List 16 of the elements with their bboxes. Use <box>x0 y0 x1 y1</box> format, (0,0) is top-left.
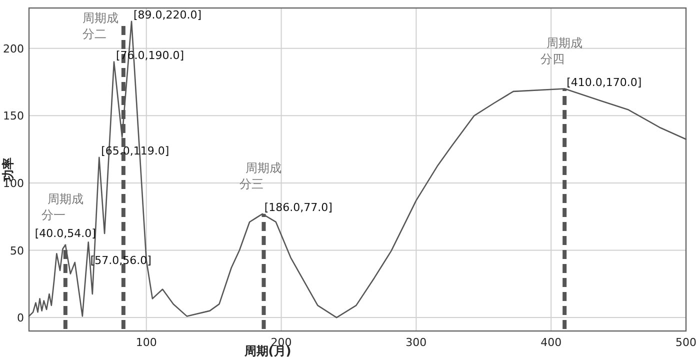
y-tick-label: 200 <box>3 42 24 56</box>
y-tick-label: 0 <box>17 312 24 325</box>
ref-label: 周期成分一 <box>41 192 84 222</box>
ref-label: 周期成分二 <box>82 11 118 41</box>
annotation: [89.0,220.0] <box>134 8 202 22</box>
y-tick-label: 150 <box>3 110 24 123</box>
ref-label: 周期成分四 <box>540 36 583 66</box>
y-tick-label: 50 <box>10 244 24 258</box>
x-tick-label: 500 <box>676 336 696 349</box>
x-tick-label: 100 <box>136 336 157 349</box>
ref-label: 周期成分三 <box>240 160 282 191</box>
annotation: [410.0,170.0] <box>566 76 642 89</box>
annotation: [186.0,77.0] <box>264 200 332 214</box>
x-tick-label: 400 <box>540 336 562 349</box>
annotation: [40.0,54.0] <box>34 226 96 240</box>
x-tick-label: 300 <box>406 336 427 349</box>
